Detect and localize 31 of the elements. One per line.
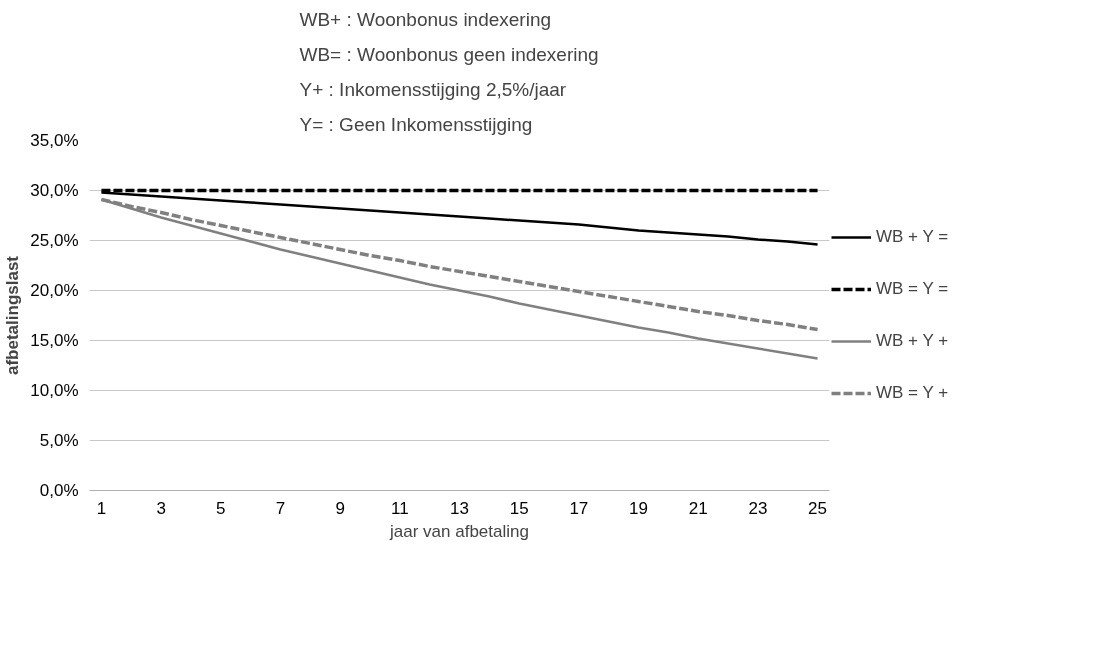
y-tick-label: 20,0%	[30, 281, 79, 300]
y-tick-label: 5,0%	[39, 431, 79, 450]
x-tick-label: 11	[391, 498, 409, 518]
x-tick-label: 19	[629, 498, 648, 518]
y-tick-label: 10,0%	[30, 381, 79, 400]
x-tick-label: 9	[335, 498, 345, 518]
text: Y+ : Inkomensstijging 2,5%/jaar	[299, 78, 567, 100]
x-tick-label: 17	[569, 498, 589, 518]
y-tick-label: 30,0%	[30, 181, 79, 200]
y-tick-label: 0,0%	[39, 481, 79, 500]
x-tick-label: 5	[216, 498, 226, 518]
legend-label: WB + Y +	[876, 331, 949, 351]
y-tick-label: 25,0%	[30, 231, 79, 250]
legend-label: WB = Y =	[876, 279, 949, 299]
x-tick-label: 7	[275, 498, 286, 518]
x-tick-label: 23	[748, 498, 768, 518]
x-tick-label: 1	[96, 498, 107, 518]
text: WB= : Woonbonus geen indexering	[299, 43, 599, 65]
x-tick-label: 13	[450, 498, 469, 518]
text: Y= : Geen Inkomensstijging	[299, 113, 533, 135]
y-axis-title: afbetalingslast	[3, 255, 23, 376]
legend-label: WB = Y +	[876, 383, 949, 403]
x-axis-title: jaar van afbetaling	[389, 521, 529, 541]
text: WB+ : Woonbonus indexering	[299, 8, 552, 30]
x-tick-label: 25	[808, 498, 828, 518]
x-tick-label: 3	[156, 498, 166, 518]
y-tick-label: 15,0%	[30, 331, 79, 350]
y-tick-label: 35,0%	[30, 131, 79, 150]
legend-label: WB + Y =	[876, 227, 949, 247]
x-tick-label: 15	[509, 498, 529, 518]
x-tick-label: 21	[688, 498, 708, 518]
